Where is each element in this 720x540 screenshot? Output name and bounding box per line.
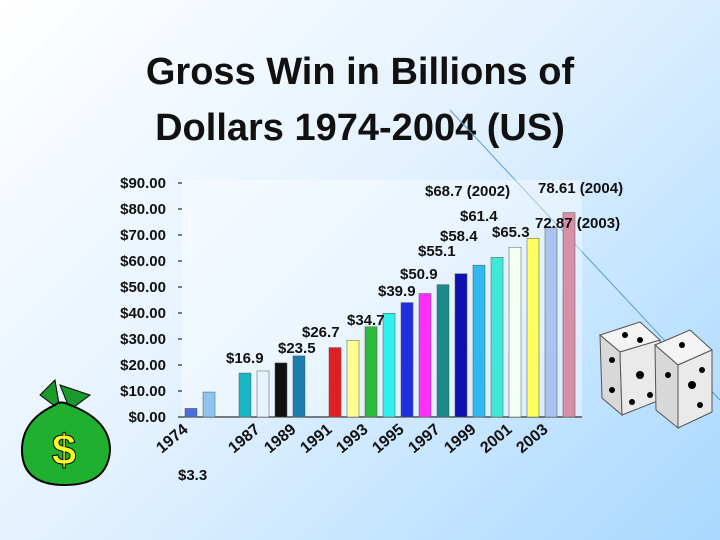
- annotation: 72.87 (2003): [535, 215, 620, 232]
- annotation: $68.7 (2002): [425, 183, 510, 200]
- x-tick-label: 1991: [297, 421, 335, 457]
- y-tick-label: $10.00: [120, 383, 166, 400]
- y-tick-label: $40.00: [120, 305, 166, 322]
- annotation: $50.9: [400, 266, 438, 283]
- annotation: $58.4: [440, 228, 478, 245]
- dice: [598, 321, 713, 430]
- chart-title: Gross Win in Billions of Dollars 1974-20…: [145, 51, 575, 149]
- y-tick-label: $30.00: [120, 331, 166, 348]
- bar: [418, 293, 432, 418]
- annotation: $55.1: [418, 243, 456, 260]
- bar: [202, 391, 216, 418]
- y-tick-label: $90.00: [120, 175, 166, 192]
- bar: [490, 257, 504, 418]
- x-tick-label: 1993: [333, 421, 371, 457]
- bar: [184, 408, 198, 418]
- y-tick-label: $0.00: [128, 409, 166, 426]
- bar: [562, 212, 576, 418]
- bar: [436, 284, 450, 418]
- annotation: $65.3: [492, 224, 530, 241]
- x-tick-label: 1997: [405, 421, 443, 457]
- bar: [526, 238, 540, 418]
- bar: [346, 340, 360, 418]
- annotation: $34.7: [347, 312, 385, 329]
- x-tick-label: 1989: [261, 421, 299, 457]
- bar: [400, 302, 414, 418]
- bar: [364, 326, 378, 418]
- bar: [274, 362, 288, 418]
- y-tick-label: $60.00: [120, 253, 166, 270]
- y-tick-label: $80.00: [120, 201, 166, 218]
- annotation: $61.4: [460, 208, 498, 225]
- bar: [328, 347, 342, 418]
- bar: [256, 370, 270, 418]
- money-bag: $: [20, 378, 112, 487]
- y-tick-label: $70.00: [120, 227, 166, 244]
- annotation: $23.5: [278, 340, 316, 357]
- annotation: 78.61 (2004): [538, 180, 623, 197]
- annotation: $3.3: [178, 467, 207, 484]
- x-tick-label: 1974: [153, 421, 191, 457]
- x-tick-label: 1999: [441, 421, 479, 457]
- annotation: $39.9: [378, 283, 416, 300]
- x-tick-label: 2003: [513, 421, 551, 457]
- bar: [238, 372, 252, 418]
- x-tick-label: 1987: [225, 421, 263, 457]
- y-tick-label: $50.00: [120, 279, 166, 296]
- bar: [544, 227, 558, 418]
- svg-text:$: $: [52, 426, 76, 475]
- y-tick-label: $20.00: [120, 357, 166, 374]
- x-tick-label: 1995: [369, 421, 407, 457]
- annotation: $16.9: [226, 350, 264, 367]
- x-tick-label: 2001: [477, 421, 515, 457]
- bar: [472, 264, 486, 418]
- bar: [382, 313, 396, 418]
- bar: [454, 273, 468, 418]
- bar: [508, 246, 522, 418]
- bar: [292, 355, 306, 418]
- annotation: $26.7: [302, 324, 340, 341]
